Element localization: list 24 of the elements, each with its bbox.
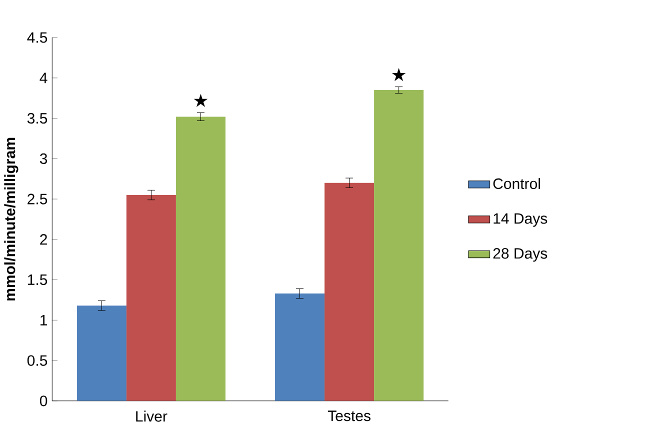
bar [374,90,424,401]
legend-label: 28 Days [493,248,548,262]
y-tick-label: 0 [40,396,48,406]
y-tick-label: 2 [40,234,47,245]
y-tick-label: 3 [40,153,48,164]
bar [324,182,374,401]
legend-label: Control [493,178,540,190]
y-tick-label: 1.5 [28,274,48,286]
y-tick-label: 4 [40,72,48,84]
y-tick-label: 2.5 [28,194,48,204]
y-tick-label: 3.5 [27,113,48,124]
legend-label: 14 Days [494,213,548,227]
x-tick-label: Liver [136,410,168,422]
x-tick-label: Testes [328,410,370,422]
bar [275,294,325,401]
annotation: ★ [194,94,208,108]
bar [126,195,176,401]
bar [76,306,126,401]
y-tick-label: 0.5 [27,355,48,366]
bar [176,116,226,401]
y-tick-label: 1 [40,315,47,326]
annotation: ★ [392,68,406,82]
y-axis-title: mmol/minute/milligram [4,138,18,301]
y-tick-label: 4.5 [27,32,48,43]
